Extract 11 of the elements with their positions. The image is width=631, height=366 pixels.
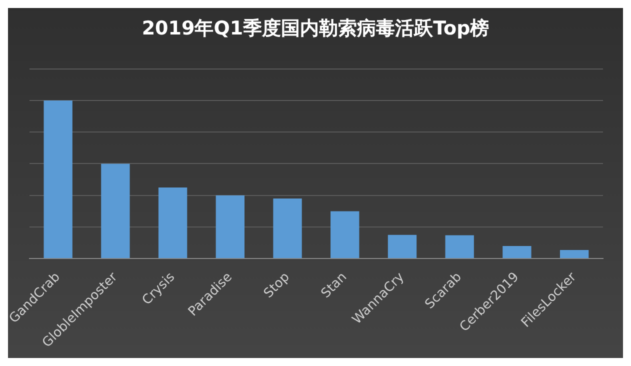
bar [273, 198, 302, 258]
bar [158, 187, 188, 258]
bar [44, 100, 72, 258]
bar [330, 211, 360, 258]
bar [560, 250, 589, 258]
bar [216, 195, 244, 258]
bar [388, 234, 417, 258]
bar [101, 164, 130, 258]
bar [445, 235, 474, 258]
chart-title: 2019年Q1季度国内勒索病毒活跃Top榜 [142, 17, 490, 40]
bar [502, 246, 532, 258]
